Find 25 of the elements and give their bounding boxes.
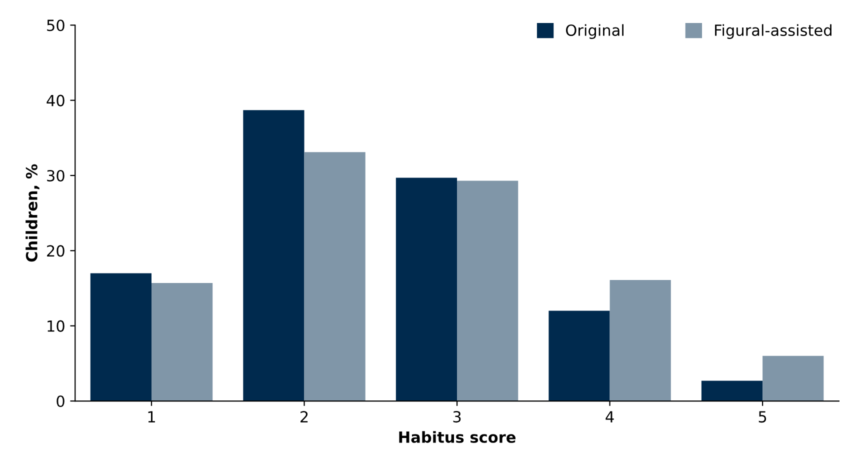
bar bbox=[152, 282, 213, 402]
x-tick-label: 2 bbox=[300, 411, 308, 422]
bar bbox=[548, 310, 610, 402]
y-tick-label: 40 bbox=[46, 94, 64, 106]
x-tick-label: 1 bbox=[148, 411, 155, 422]
y-tick-label: 10 bbox=[48, 320, 64, 332]
y-tick-label: 30 bbox=[47, 170, 64, 182]
bar bbox=[243, 110, 304, 402]
bar bbox=[610, 280, 671, 402]
y-tick-label: 20 bbox=[47, 245, 64, 257]
bar bbox=[762, 356, 824, 402]
y-axis-title: Children, % bbox=[26, 164, 40, 262]
y-tick-label: 50 bbox=[47, 20, 64, 32]
bar bbox=[396, 178, 458, 402]
y-tick-label: 0 bbox=[56, 395, 64, 408]
legend-label: Figural-assisted bbox=[715, 24, 832, 39]
x-tick-label: 4 bbox=[606, 411, 614, 422]
x-tick-label: 5 bbox=[758, 411, 766, 423]
bar bbox=[701, 380, 763, 402]
bar bbox=[457, 180, 518, 402]
x-tick-label: 3 bbox=[453, 411, 461, 423]
x-axis-title: Habitus score bbox=[399, 431, 516, 443]
bar bbox=[90, 273, 152, 402]
legend-label: Original bbox=[566, 24, 624, 39]
bar bbox=[304, 152, 366, 402]
